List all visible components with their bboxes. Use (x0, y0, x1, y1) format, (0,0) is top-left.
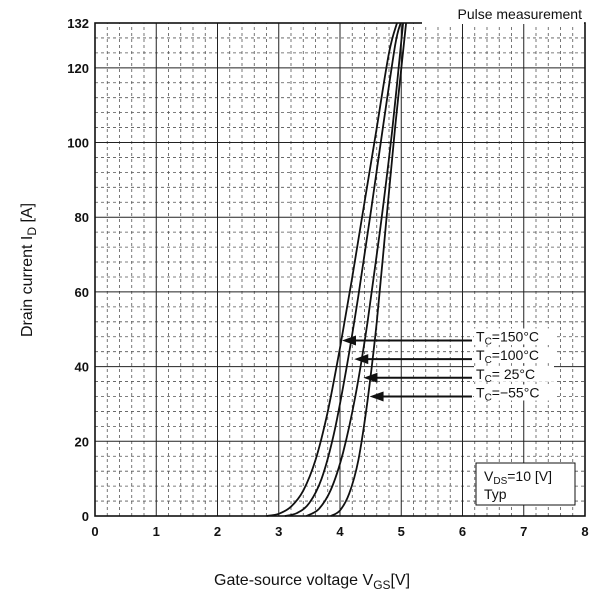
curves (266, 22, 407, 517)
x-tick-label: 2 (214, 524, 221, 539)
x-tick-label: 5 (398, 524, 405, 539)
y-tick-label: 100 (67, 136, 89, 151)
major-grid (94, 22, 586, 517)
series-line (284, 22, 402, 517)
x-tick-label: 4 (336, 524, 344, 539)
arrow-head (369, 391, 384, 402)
series-label-background (474, 384, 554, 401)
title-background (422, 4, 584, 24)
conditions-box: VDS=10 [V] Typ (475, 462, 576, 506)
arrow-head (342, 335, 356, 346)
arrow-head (354, 354, 369, 365)
conditions-typ: Typ (484, 486, 507, 502)
series-label: TC=150°C (476, 328, 539, 347)
series-label-background (474, 328, 554, 345)
x-axis-label: Gate-source voltage VGS[V] (214, 572, 410, 592)
x-tick-label: 8 (581, 524, 588, 539)
x-tick-label: 7 (520, 524, 527, 539)
arrow-head (363, 372, 378, 383)
y-tick-label: 0 (82, 509, 89, 524)
series-line (266, 22, 398, 517)
chart-title: Pulse measurement (457, 6, 582, 22)
series-label-background (474, 365, 554, 382)
y-tick-label: 132 (67, 16, 89, 31)
y-tick-label: 40 (75, 360, 89, 375)
y-axis-label: Drain current ID [A] (19, 203, 39, 337)
y-tick-label: 60 (75, 285, 89, 300)
series-line (305, 22, 404, 517)
x-tick-label: 3 (275, 524, 282, 539)
x-tick-label: 1 (153, 524, 160, 539)
arrows: TC=150°CTC=100°CTC= 25°CTC=−55°C (342, 328, 554, 403)
plot-frame (94, 22, 586, 517)
y-tick-label: 80 (75, 210, 89, 225)
series-label: TC=100°C (476, 347, 539, 366)
series-label-background (474, 347, 554, 364)
x-tick-label: 0 (91, 524, 98, 539)
conditions-vds: VDS=10 [V] (484, 468, 552, 487)
y-tick-label: 120 (67, 61, 89, 76)
series-label: TC=−55°C (476, 384, 539, 403)
x-tick-label: 6 (459, 524, 466, 539)
y-tick-label: 20 (75, 434, 89, 449)
series-label: TC= 25°C (476, 366, 535, 385)
